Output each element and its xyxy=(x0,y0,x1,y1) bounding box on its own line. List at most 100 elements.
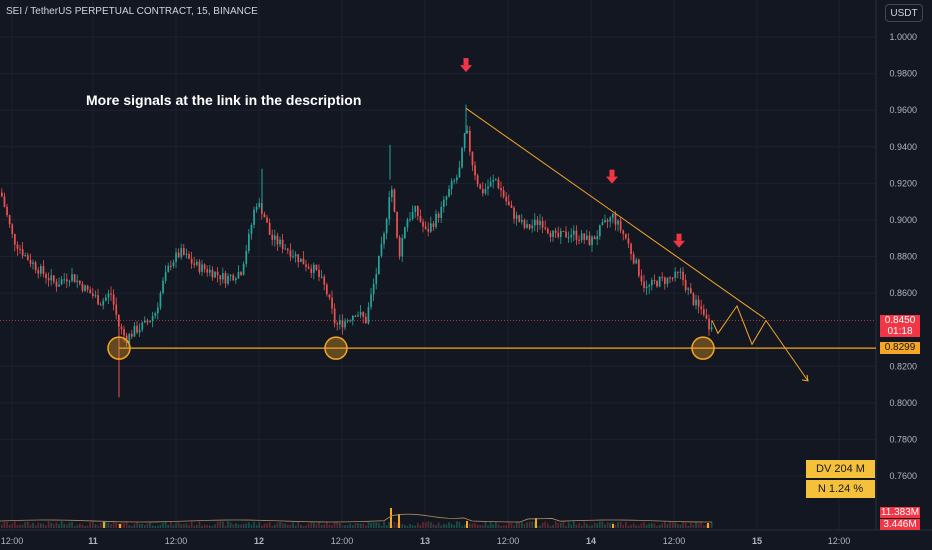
candle-body xyxy=(198,261,201,272)
volume-bar xyxy=(112,521,115,528)
volume-bar xyxy=(8,524,11,528)
candle-body xyxy=(466,130,469,134)
candle-body xyxy=(476,175,479,185)
volume-bar xyxy=(388,521,391,528)
candle-body xyxy=(687,288,690,290)
candle-body xyxy=(37,270,40,274)
volume-bar xyxy=(687,525,690,528)
volume-bar xyxy=(560,523,562,528)
candle-body xyxy=(599,225,601,237)
volume-bar xyxy=(3,521,6,528)
candle-body xyxy=(346,320,349,322)
y-tick-label: 0.7600 xyxy=(889,471,917,481)
candle-body xyxy=(76,280,79,283)
volume-bar xyxy=(237,524,240,528)
candle-body xyxy=(112,294,115,305)
sell-arrow-icon xyxy=(673,233,685,248)
candle-body xyxy=(268,222,271,235)
candle-body xyxy=(302,258,305,265)
volume-bar xyxy=(203,524,206,528)
candle-body xyxy=(653,280,656,282)
candle-body xyxy=(318,269,320,277)
candle-body xyxy=(596,236,599,240)
candle-body xyxy=(21,249,24,256)
candle-body xyxy=(502,190,505,197)
candle-body xyxy=(92,293,94,296)
volume-bar xyxy=(263,523,266,528)
candle-body xyxy=(432,223,435,227)
price-axis: 1.0000 0.9800 0.9600 0.9400 0.9200 0.9000 0.88… xyxy=(889,32,917,481)
candle-body xyxy=(508,201,510,206)
candle-body xyxy=(45,274,47,279)
volume-bar xyxy=(198,521,201,528)
volume-bar xyxy=(710,522,713,528)
time-axis: 12:00 11 12:00 12 12:00 13 12:00 14 12:00 15 12:00 xyxy=(1,536,851,546)
volume-bar xyxy=(586,523,588,528)
volume-bar xyxy=(170,521,172,528)
currency-button[interactable]: USDT xyxy=(885,4,923,22)
sell-arrow-head xyxy=(606,176,618,184)
volume-bar xyxy=(40,523,42,528)
candle-body xyxy=(606,220,609,222)
candle-body xyxy=(417,206,419,217)
candle-body xyxy=(157,307,159,314)
candle-body xyxy=(534,219,536,226)
candle-body xyxy=(24,255,27,257)
x-tick-label: 12:00 xyxy=(497,536,520,546)
last-price-value: 0.8450 xyxy=(884,315,916,326)
y-tick-label: 0.9800 xyxy=(889,69,917,79)
candle-body xyxy=(287,248,289,251)
candle-body xyxy=(167,265,170,273)
volume-bar xyxy=(214,524,216,528)
volume-bar xyxy=(89,522,92,528)
volume-bar xyxy=(534,522,536,528)
volume-bar xyxy=(692,524,695,528)
volume-bar xyxy=(500,525,502,528)
volume-bar xyxy=(292,522,294,528)
candle-body xyxy=(131,333,133,337)
volume-bar xyxy=(599,521,601,528)
volume-bar xyxy=(336,522,339,528)
candle-body xyxy=(531,225,534,229)
y-tick-label: 0.9200 xyxy=(889,178,917,188)
candle-body xyxy=(214,271,216,278)
volume-bar xyxy=(86,525,89,528)
candle-body xyxy=(367,307,370,324)
candle-body xyxy=(703,309,705,315)
candle-body xyxy=(320,276,323,278)
volume-bar xyxy=(209,525,211,528)
volume-bar xyxy=(164,521,167,528)
x-tick-label: 13 xyxy=(420,536,430,546)
candle-body xyxy=(448,189,450,197)
volume-pane xyxy=(0,508,713,528)
volume-bar xyxy=(190,521,193,528)
candle-body xyxy=(362,312,365,317)
volume-bar xyxy=(289,524,292,528)
candle-body xyxy=(562,230,565,232)
candle-body xyxy=(8,215,11,225)
candle-body xyxy=(307,266,310,269)
volume-bar xyxy=(310,522,313,528)
volume-bar xyxy=(107,522,110,528)
volume-bar xyxy=(458,521,461,528)
volume-bar xyxy=(115,521,118,528)
volume-bar xyxy=(679,524,682,528)
volume-bar xyxy=(510,522,513,528)
candle-body xyxy=(586,235,588,240)
candle-body xyxy=(331,297,333,309)
candle-body xyxy=(492,179,495,182)
candle-body xyxy=(622,230,625,234)
volume-bar xyxy=(294,525,297,528)
volume-bar xyxy=(469,523,471,528)
volume-bar xyxy=(487,525,489,528)
trendline xyxy=(465,107,766,320)
candle-body xyxy=(203,264,206,270)
support-touch-circle xyxy=(691,336,715,360)
volume-bar xyxy=(167,524,170,528)
volume-bar xyxy=(450,523,453,528)
volume-bar xyxy=(552,524,554,528)
candle-body xyxy=(664,277,666,284)
candle-body xyxy=(242,263,245,275)
candle-body xyxy=(588,235,591,246)
